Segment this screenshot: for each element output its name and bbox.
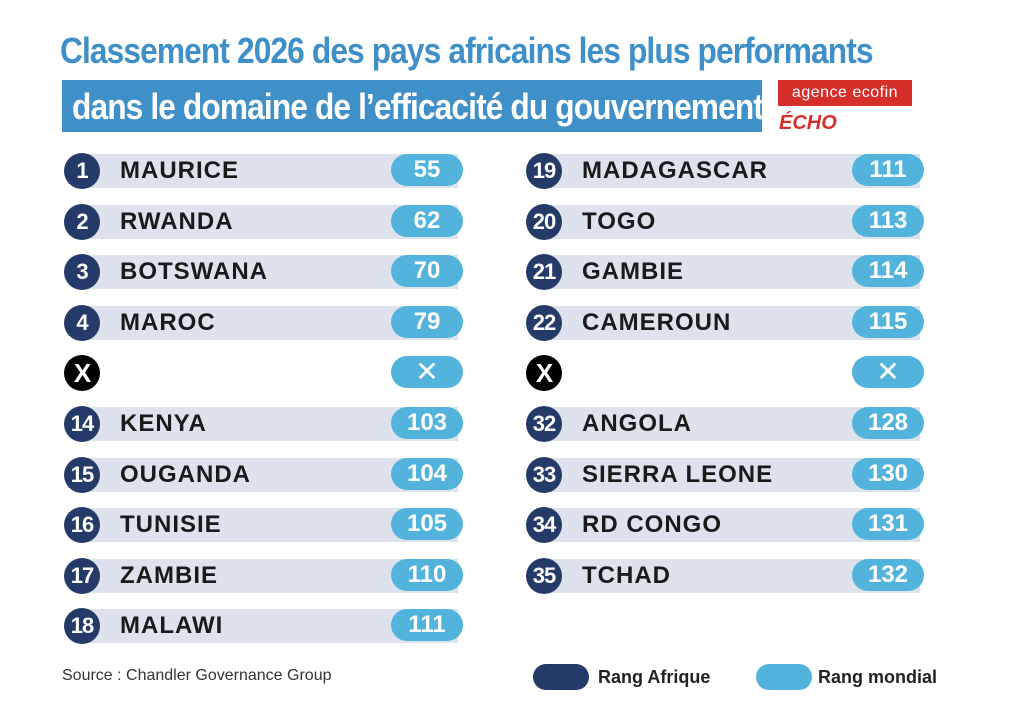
omitted-marker: X <box>526 355 562 391</box>
country-name: MAURICE <box>120 157 239 184</box>
africa-rank-badge: 35 <box>526 558 562 594</box>
ranking-row: 34 RD CONGO 131 <box>526 507 932 543</box>
ranking-row: 4 MAROC 79 <box>64 305 471 341</box>
world-rank-pill: 115 <box>852 306 924 338</box>
ranking-row: 35 TCHAD 132 <box>526 558 932 594</box>
ranking-row: 14 KENYA 103 <box>64 406 471 442</box>
country-name: TUNISIE <box>120 511 222 538</box>
ranking-row: 17 ZAMBIE 110 <box>64 558 471 594</box>
africa-rank-badge: 22 <box>526 305 562 341</box>
world-rank-pill: 128 <box>852 407 924 439</box>
omitted-marker: X <box>64 355 100 391</box>
world-rank-pill: 114 <box>852 255 924 287</box>
world-rank-pill: 103 <box>391 407 463 439</box>
country-name: GAMBIE <box>582 258 684 285</box>
ranking-row: 20 TOGO 113 <box>526 204 932 240</box>
africa-rank-badge: 33 <box>526 457 562 493</box>
world-rank-pill: 130 <box>852 458 924 490</box>
africa-rank-badge: 18 <box>64 608 100 644</box>
africa-rank-badge: 32 <box>526 406 562 442</box>
africa-rank-badge: 19 <box>526 153 562 189</box>
country-name: CAMEROUN <box>582 309 732 336</box>
country-name: KENYA <box>120 410 207 437</box>
ranking-gap-row: X ✕ <box>526 355 932 391</box>
omitted-marker-pill: ✕ <box>852 356 924 388</box>
ranking-row: 1 MAURICE 55 <box>64 153 471 189</box>
country-name: ZAMBIE <box>120 562 218 589</box>
africa-rank-badge: 17 <box>64 558 100 594</box>
world-rank-pill: 111 <box>852 154 924 186</box>
world-rank-pill: 55 <box>391 154 463 186</box>
country-name: MADAGASCAR <box>582 157 768 184</box>
country-name: MALAWI <box>120 612 224 639</box>
africa-rank-badge: 15 <box>64 457 100 493</box>
ranking-row: 15 OUGANDA 104 <box>64 457 471 493</box>
world-rank-pill: 111 <box>391 609 463 641</box>
africa-rank-badge: 1 <box>64 153 100 189</box>
ranking-gap-row: X ✕ <box>64 355 471 391</box>
source-note: Source : Chandler Governance Group <box>62 667 332 684</box>
africa-rank-badge: 34 <box>526 507 562 543</box>
africa-rank-badge: 16 <box>64 507 100 543</box>
title-banner <box>62 80 762 132</box>
ranking-row: 2 RWANDA 62 <box>64 204 471 240</box>
ranking-row: 21 GAMBIE 114 <box>526 254 932 290</box>
agence-ecofin-logo: agence ecofin <box>778 80 912 106</box>
world-rank-pill: 105 <box>391 508 463 540</box>
country-name: ANGOLA <box>582 410 692 437</box>
world-rank-pill: 131 <box>852 508 924 540</box>
country-name: BOTSWANA <box>120 258 268 285</box>
africa-rank-badge: 20 <box>526 204 562 240</box>
country-name: OUGANDA <box>120 461 251 488</box>
world-rank-pill: 62 <box>391 205 463 237</box>
africa-rank-badge: 2 <box>64 204 100 240</box>
ranking-row: 22 CAMEROUN 115 <box>526 305 932 341</box>
world-rank-pill: 113 <box>852 205 924 237</box>
country-name: RWANDA <box>120 208 234 235</box>
world-rank-pill: 132 <box>852 559 924 591</box>
ranking-row: 32 ANGOLA 128 <box>526 406 932 442</box>
ranking-row: 33 SIERRA LEONE 130 <box>526 457 932 493</box>
omitted-marker-pill: ✕ <box>391 356 463 388</box>
legend-swatch-world <box>756 664 812 690</box>
country-name: TCHAD <box>582 562 671 589</box>
legend-label-world: Rang mondial <box>818 667 938 687</box>
chart-title-line2: dans le domaine de l’efficacité du gouve… <box>72 86 764 127</box>
africa-rank-badge: 21 <box>526 254 562 290</box>
world-rank-pill: 70 <box>391 255 463 287</box>
echo-logo: ÉCHO <box>779 112 837 134</box>
africa-rank-badge: 4 <box>64 305 100 341</box>
country-name: RD CONGO <box>582 511 722 538</box>
ranking-row: 19 MADAGASCAR 111 <box>526 153 932 189</box>
world-rank-pill: 79 <box>391 306 463 338</box>
ranking-row: 3 BOTSWANA 70 <box>64 254 471 290</box>
legend-swatch-africa <box>533 664 589 690</box>
legend-label-africa: Rang Afrique <box>598 667 711 687</box>
chart-title-line1: Classement 2026 des pays africains les p… <box>60 30 874 71</box>
world-rank-pill: 110 <box>391 559 463 591</box>
world-rank-pill: 104 <box>391 458 463 490</box>
country-name: MAROC <box>120 309 216 336</box>
africa-rank-badge: 14 <box>64 406 100 442</box>
africa-rank-badge: 3 <box>64 254 100 290</box>
country-name: TOGO <box>582 208 657 235</box>
ranking-row: 18 MALAWI 111 <box>64 608 471 644</box>
ranking-row: 16 TUNISIE 105 <box>64 507 471 543</box>
country-name: SIERRA LEONE <box>582 461 774 488</box>
